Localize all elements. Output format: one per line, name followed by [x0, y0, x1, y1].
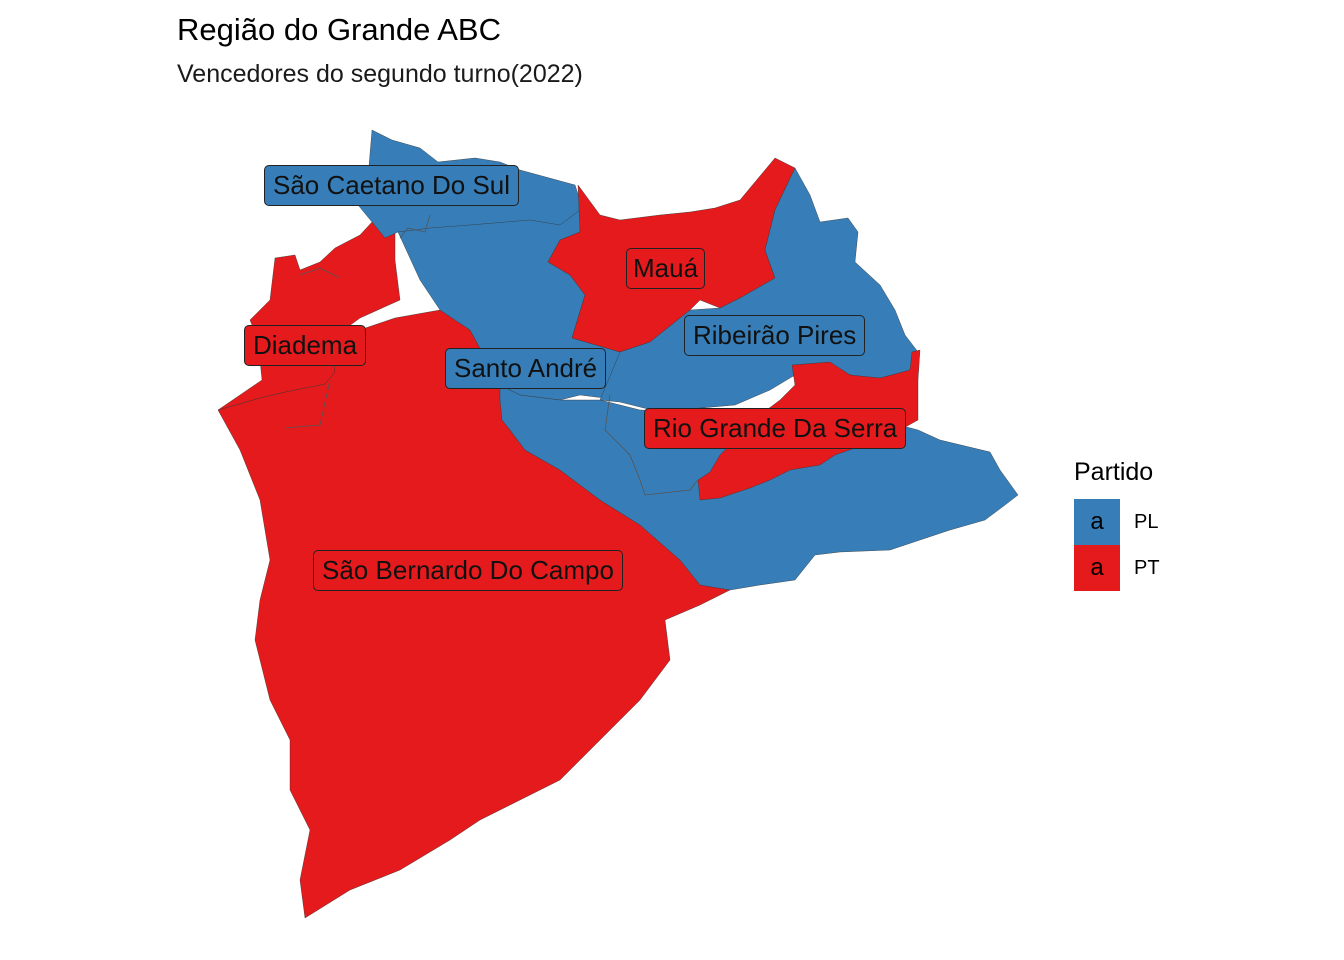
legend-glyph: a — [1090, 508, 1104, 535]
legend-label-pl: PL — [1134, 510, 1159, 533]
legend: Partido a PL a PT — [1074, 458, 1160, 591]
legend-item-pl: a PL — [1074, 499, 1160, 545]
legend-glyph: a — [1090, 554, 1104, 581]
label-rio-grande-da-serra: Rio Grande Da Serra — [644, 408, 907, 449]
region-border-lines — [284, 214, 699, 496]
label-sao-bernardo-do-campo: São Bernardo Do Campo — [313, 550, 623, 591]
legend-item-pt: a PT — [1074, 545, 1160, 591]
legend-title: Partido — [1074, 458, 1154, 486]
label-sao-caetano-do-sul: São Caetano Do Sul — [264, 165, 520, 206]
legend-label-pt: PT — [1134, 556, 1160, 579]
label-diadema: Diadema — [244, 325, 367, 366]
label-ribeirao-pires: Ribeirão Pires — [684, 315, 866, 356]
label-santo-andre: Santo André — [445, 348, 607, 389]
map-title: Região do Grande ABC — [177, 12, 501, 47]
legend-key-pt: a — [1074, 545, 1120, 591]
legend-key-pl: a — [1074, 499, 1120, 545]
label-maua: Mauá — [626, 248, 706, 289]
map-subtitle: Vencedores do segundo turno(2022) — [177, 60, 583, 88]
